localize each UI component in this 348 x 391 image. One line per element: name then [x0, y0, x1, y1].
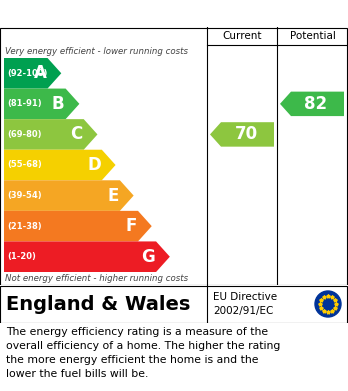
Polygon shape	[4, 241, 170, 272]
Polygon shape	[280, 91, 344, 116]
Text: Very energy efficient - lower running costs: Very energy efficient - lower running co…	[5, 47, 188, 56]
Text: G: G	[141, 248, 155, 266]
Text: (21-38): (21-38)	[7, 222, 42, 231]
Text: England & Wales: England & Wales	[6, 294, 190, 314]
Text: 82: 82	[304, 95, 327, 113]
Text: (92-100): (92-100)	[7, 69, 47, 78]
Text: D: D	[87, 156, 101, 174]
Polygon shape	[4, 211, 152, 241]
Circle shape	[315, 291, 341, 317]
Text: Energy Efficiency Rating: Energy Efficiency Rating	[60, 5, 288, 23]
Text: F: F	[126, 217, 137, 235]
Polygon shape	[4, 150, 116, 180]
Polygon shape	[4, 119, 97, 150]
Text: EU Directive
2002/91/EC: EU Directive 2002/91/EC	[213, 292, 277, 316]
Text: The energy efficiency rating is a measure of the
overall efficiency of a home. T: The energy efficiency rating is a measur…	[6, 327, 280, 379]
Polygon shape	[210, 122, 274, 147]
Text: (39-54): (39-54)	[7, 191, 42, 200]
Polygon shape	[4, 89, 79, 119]
Polygon shape	[4, 180, 134, 211]
Text: C: C	[70, 126, 83, 143]
Polygon shape	[4, 58, 61, 89]
Text: E: E	[108, 187, 119, 204]
Text: B: B	[52, 95, 65, 113]
Text: Not energy efficient - higher running costs: Not energy efficient - higher running co…	[5, 274, 188, 283]
Text: (55-68): (55-68)	[7, 160, 42, 170]
Text: (69-80): (69-80)	[7, 130, 41, 139]
Text: Current: Current	[222, 31, 262, 41]
Text: Potential: Potential	[290, 31, 335, 41]
Text: A: A	[34, 64, 47, 82]
Text: (81-91): (81-91)	[7, 99, 42, 108]
Text: (1-20): (1-20)	[7, 252, 36, 261]
Text: 70: 70	[235, 126, 258, 143]
